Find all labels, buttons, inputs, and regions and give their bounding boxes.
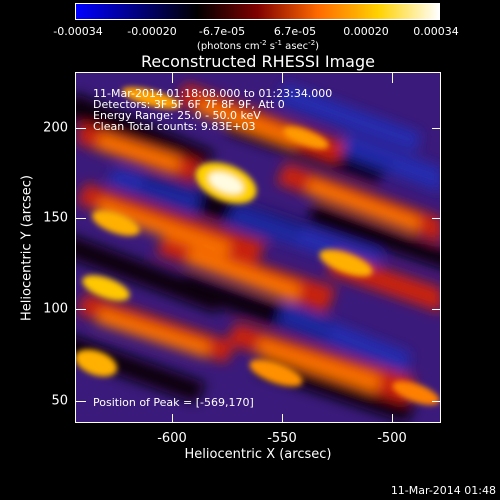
info-line-counts: Clean Total counts: 9.83E+03 xyxy=(93,120,256,133)
timestamp: 11-Mar-2014 01:48 xyxy=(390,484,496,497)
axis-ticks xyxy=(76,73,440,422)
x-axis-label: Heliocentric X (arcsec) xyxy=(184,447,332,462)
info-line-detectors: Detectors: 3F 5F 6F 7F 8F 9F, Att 0 xyxy=(93,98,285,111)
info-line-time: 11-Mar-2014 01:18:08.000 to 01:23:34.000 xyxy=(93,87,333,100)
x-tick-label: -550 xyxy=(267,431,297,446)
rhessi-image xyxy=(76,73,440,422)
colorbar-tick-label: -0.00020 xyxy=(127,25,177,38)
colorbar-units: (photons cm-2 s-1 asec-2) xyxy=(196,39,320,52)
colorbar xyxy=(75,3,440,20)
plot-title: Reconstructed RHESSI Image xyxy=(141,52,375,71)
colorbar-tick-label: 0.00020 xyxy=(343,25,389,38)
rhessi-image-plot: 11-Mar-2014 01:18:08.000 to 01:23:34.000… xyxy=(75,72,441,423)
y-tick-label: 50 xyxy=(51,393,68,409)
x-tick-label: -600 xyxy=(157,431,187,446)
peak-position-label: Position of Peak = [-569,170] xyxy=(93,396,254,409)
y-tick-label: 100 xyxy=(43,301,68,317)
x-tick-label: -500 xyxy=(377,431,407,446)
colorbar-tick-label: -6.7e-05 xyxy=(198,25,246,38)
colorbar-tick-label: -0.00034 xyxy=(53,25,103,38)
y-tick-label: 200 xyxy=(43,120,68,136)
info-line-energy: Energy Range: 25.0 - 50.0 keV xyxy=(93,109,261,122)
y-tick-label: 150 xyxy=(43,210,68,226)
colorbar-tick-label: 6.7e-05 xyxy=(273,25,317,38)
y-axis-label: Heliocentric Y (arcsec) xyxy=(19,175,35,321)
colorbar-tick-label: 0.00034 xyxy=(413,25,459,38)
